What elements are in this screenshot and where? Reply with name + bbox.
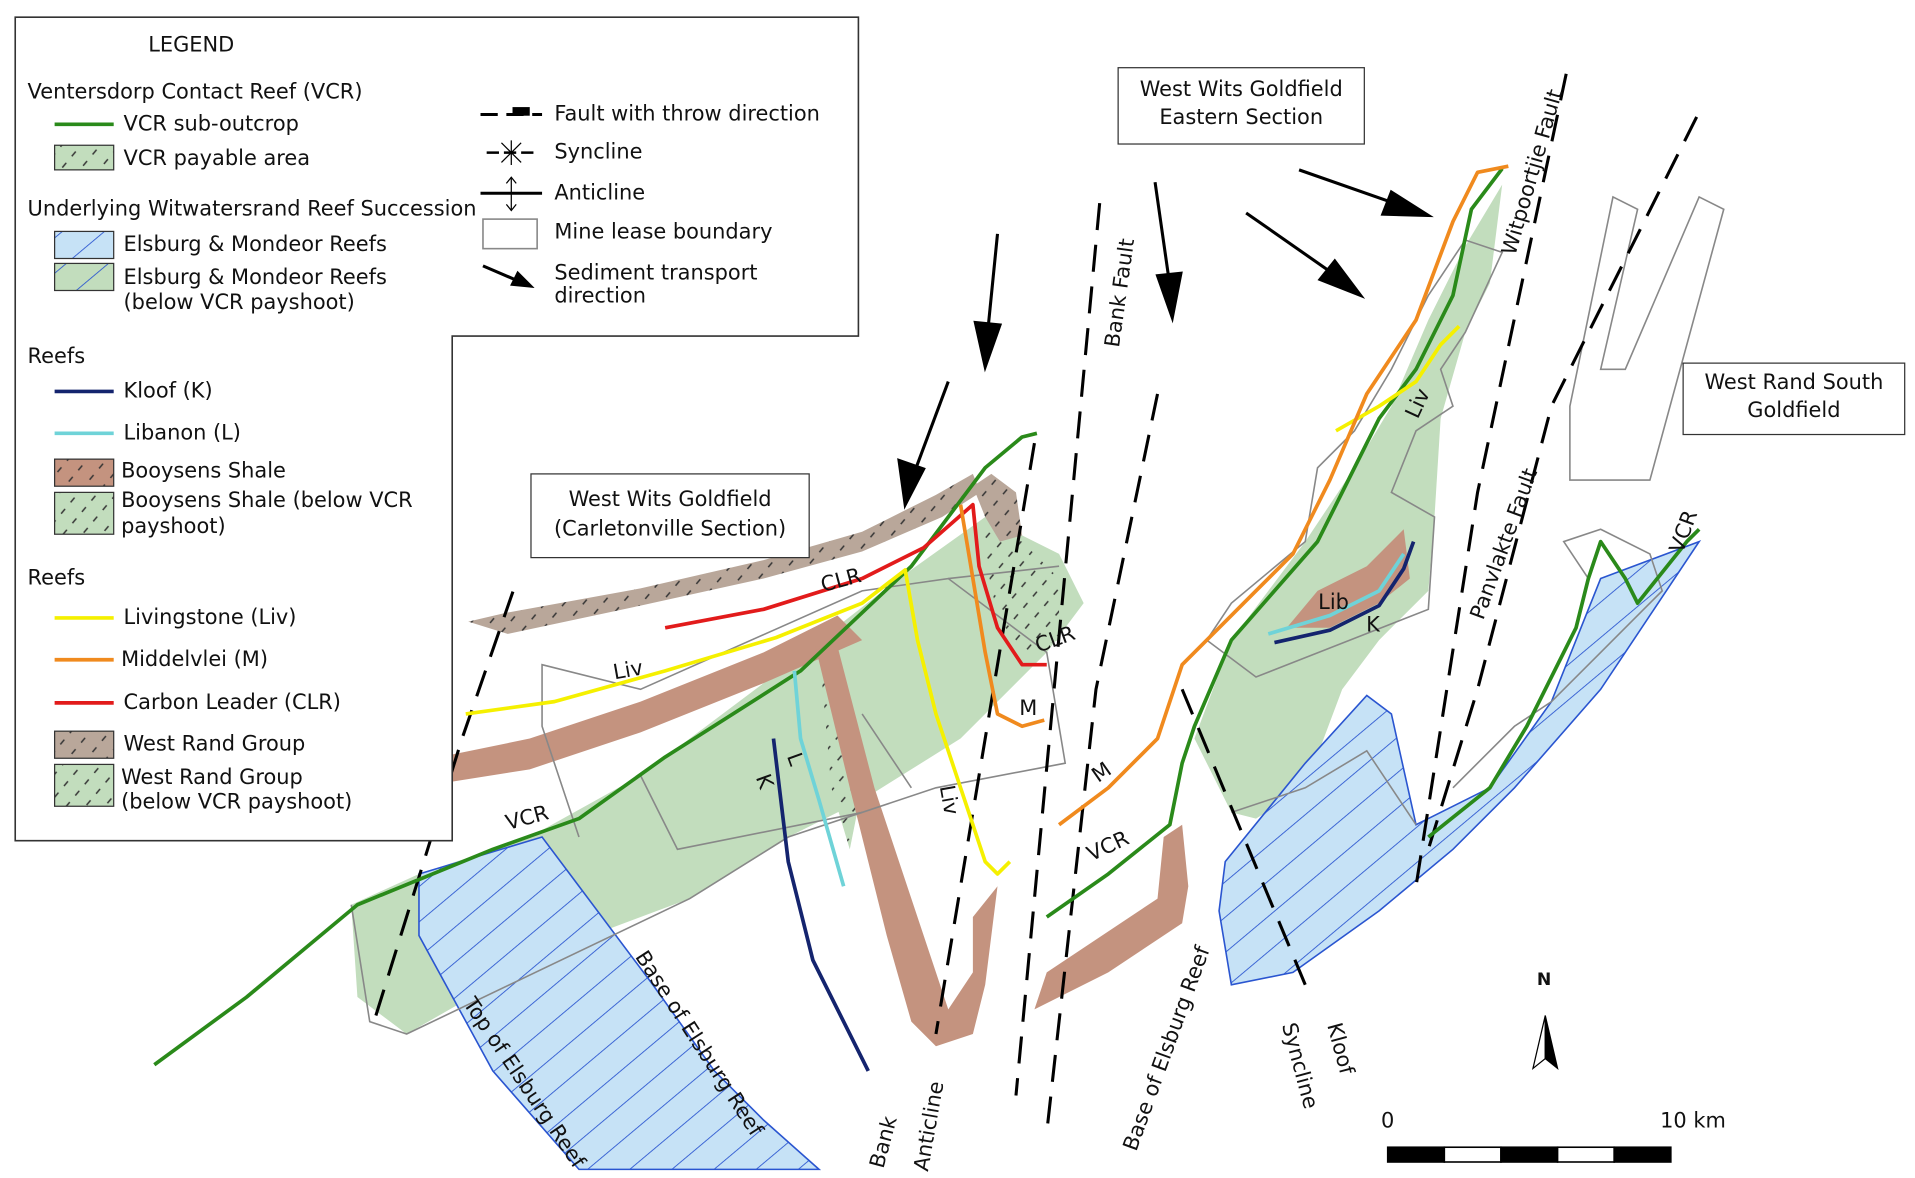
north-arrow xyxy=(1531,1015,1546,1071)
vcr-line xyxy=(153,431,1038,1067)
l-line xyxy=(1267,552,1406,636)
l-line xyxy=(792,670,846,887)
elsburg-area xyxy=(418,836,822,1171)
map-label: Lib xyxy=(1318,590,1349,614)
legend-item: VCR sub-outcrop xyxy=(124,111,299,135)
scale-bar xyxy=(1386,1146,1672,1163)
label-box xyxy=(1117,67,1365,145)
legend-item: West Rand Group xyxy=(121,765,303,789)
legend-heading: Reefs xyxy=(28,566,86,590)
legend-item: payshoot) xyxy=(121,514,226,538)
map-label: West Rand South xyxy=(1704,370,1883,394)
green-area xyxy=(1194,184,1503,819)
lease-boundary xyxy=(1231,528,1664,826)
legend-heading: Reefs xyxy=(28,344,86,368)
legend-item: Kloof (K) xyxy=(124,378,213,402)
map-label: M xyxy=(1019,696,1037,720)
map-label: Witpoortjie Fault xyxy=(1497,86,1567,257)
legend-item: Livingstone (Liv) xyxy=(124,605,297,629)
legend-box xyxy=(14,16,860,842)
fault xyxy=(374,578,519,1016)
legend-title: LEGEND xyxy=(148,33,234,57)
north-label: N xyxy=(1537,970,1551,990)
transport-arrows xyxy=(897,168,1434,510)
legend-item: Syncline xyxy=(554,140,642,164)
map-label: West Wits Goldfield xyxy=(569,487,772,511)
legend-item: Anticline xyxy=(554,180,645,204)
legend-item: Carbon Leader (CLR) xyxy=(124,690,341,714)
legend-item: (below VCR payshoot) xyxy=(124,290,355,314)
map-label: Base of Elsburg Reef xyxy=(1118,942,1215,1153)
legend-item: Middelvlei (M) xyxy=(121,647,268,671)
k-line xyxy=(1274,540,1416,645)
map-label: Goldfield xyxy=(1747,398,1840,422)
legend-item: direction xyxy=(554,284,646,308)
legend-item: VCR payable area xyxy=(124,146,311,170)
legend-item: Mine lease boundary xyxy=(554,220,772,244)
map-label: Anticline xyxy=(909,1079,948,1173)
legend-symbols xyxy=(53,107,543,807)
map-label: Eastern Section xyxy=(1159,105,1323,129)
map-label: K xyxy=(1366,612,1381,636)
elsburg-area xyxy=(1218,539,1702,986)
north-arrow xyxy=(1544,1015,1559,1071)
legend-item: Fault with throw direction xyxy=(554,101,820,125)
legend-item: Libanon (L) xyxy=(124,420,241,444)
west-rand-group xyxy=(972,473,1023,542)
map-label: Syncline xyxy=(1277,1020,1323,1111)
vcr-line xyxy=(1045,167,1504,919)
k-line xyxy=(771,738,870,1072)
scale-label: 0 xyxy=(1381,1108,1394,1132)
legend-item: Booysens Shale xyxy=(121,458,286,482)
liv-line xyxy=(465,568,1012,876)
scale-label: 10 km xyxy=(1660,1108,1726,1132)
legend-heading: Underlying Witwatersrand Reef Succession xyxy=(28,196,477,220)
map-label: CLR xyxy=(818,563,864,597)
legend-item: Elsburg & Mondeor Reefs xyxy=(124,232,387,256)
fault xyxy=(1045,393,1160,1133)
map-label: Bank Fault xyxy=(1100,237,1139,349)
legend-item: Elsburg & Mondeor Reefs xyxy=(124,265,387,289)
m-line xyxy=(1057,164,1509,827)
payable-area xyxy=(979,529,1060,653)
vcr-line xyxy=(1427,527,1701,839)
m-line xyxy=(958,504,1045,729)
legend-item: Booysens Shale (below VCR xyxy=(121,488,413,512)
legend-item: West Rand Group xyxy=(124,732,306,756)
label-box xyxy=(1682,362,1906,436)
legend-heading: Ventersdorp Contact Reef (VCR) xyxy=(28,79,363,103)
map-label: Bank xyxy=(865,1113,902,1171)
fault xyxy=(1014,202,1102,1096)
legend-item: Sediment transport xyxy=(554,260,757,284)
map-label: Liv xyxy=(935,783,964,817)
fault xyxy=(1426,116,1699,850)
lease-boundary xyxy=(639,565,1060,851)
fault xyxy=(1414,73,1568,887)
booysens-shale xyxy=(1034,824,1189,1010)
map-label: (Carletonville Section) xyxy=(554,516,786,540)
west-rand-group xyxy=(468,473,981,634)
map-label: West Wits Goldfield xyxy=(1140,77,1343,101)
booysens-shale xyxy=(815,646,998,1047)
label-box xyxy=(530,473,810,559)
booysens-shale xyxy=(452,615,863,782)
lease-boundary xyxy=(350,577,1067,1035)
map-label: Kloof xyxy=(1322,1020,1359,1078)
map-label: Liv xyxy=(611,655,645,684)
liv-line xyxy=(1335,324,1461,433)
fault xyxy=(1180,688,1307,986)
clr-line xyxy=(664,502,1047,667)
legend-item: (below VCR payshoot) xyxy=(121,790,352,814)
lease-boundary xyxy=(1206,239,1504,678)
lease-boundary xyxy=(1569,195,1725,481)
fault xyxy=(934,442,1036,1035)
